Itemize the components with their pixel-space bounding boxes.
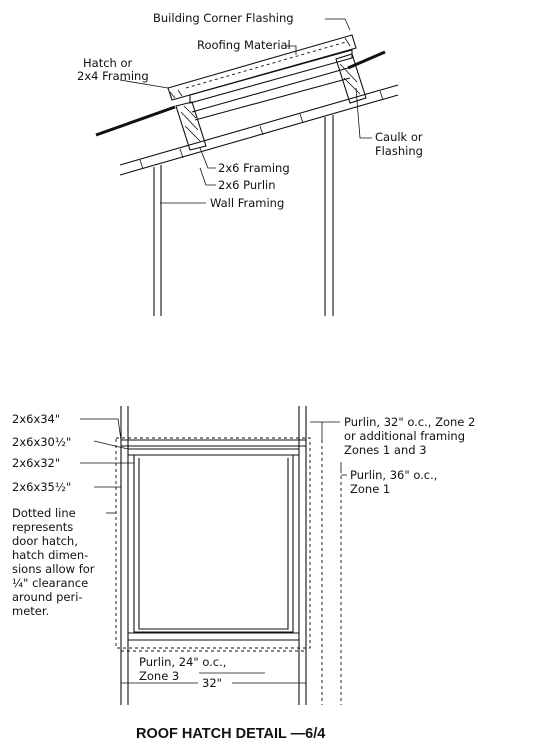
wall-stud-right	[324, 115, 334, 316]
label-hatch-or: Hatch or	[83, 56, 133, 70]
label-purlin-32oc: Purlin, 32" o.c., Zone 2	[344, 415, 475, 429]
label-dimension-32: 32"	[202, 676, 222, 690]
lid-texture	[169, 37, 351, 99]
leader-2x6-purlin	[199, 167, 216, 186]
leader-caulk	[355, 87, 372, 139]
roofing-material-line	[185, 41, 347, 89]
label-purlin-24oc: Purlin, 24" o.c.,	[139, 655, 226, 669]
hatch-lid	[167, 34, 357, 101]
joist-left	[120, 406, 129, 705]
leader-l2	[93, 440, 129, 450]
label-2x4-framing: 2x4 Framing	[77, 69, 149, 83]
leader-2x6-framing	[199, 147, 216, 169]
framing-left-hatch	[180, 105, 201, 142]
rafter-hatching	[139, 90, 384, 170]
note-line-8: meter.	[12, 604, 49, 618]
label-2x6x30-5: 2x6x30½"	[12, 435, 71, 449]
header-30-5	[128, 448, 299, 456]
plan-view: 2x6x34" 2x6x30½" 2x6x32" 2x6x35½" Dotted…	[12, 406, 475, 705]
leader-hatch	[119, 79, 169, 89]
hatch-body	[189, 49, 353, 104]
leader-roofing-material	[286, 45, 297, 55]
note-line-4: hatch dimen-	[12, 548, 88, 562]
label-zones-1-3: Zones 1 and 3	[344, 443, 427, 457]
note-line-6: ¼" clearance	[12, 576, 88, 590]
rafter-lower	[119, 94, 399, 176]
dimension-32	[120, 678, 307, 688]
opening-frame-inner	[138, 458, 289, 630]
label-building-corner-flashing: Building Corner Flashing	[153, 11, 294, 25]
note-line-5: sions allow for	[12, 562, 95, 576]
rafter-upper	[119, 84, 399, 166]
label-2x6x34: 2x6x34"	[12, 412, 60, 426]
joist-right	[298, 406, 307, 705]
roof-deck	[95, 105, 176, 137]
section-view: Building Corner Flashing Roofing Materia…	[77, 11, 423, 316]
label-flashing: Flashing	[375, 144, 423, 158]
label-zone-3: Zone 3	[139, 669, 179, 683]
label-2x6x35-5: 2x6x35½"	[12, 480, 71, 494]
framing-right	[335, 53, 367, 104]
note-line-2: represents	[12, 520, 73, 534]
header-bottom	[128, 632, 299, 641]
label-purlin-36oc: Purlin, 36" o.c.,	[350, 468, 437, 482]
label-2x6x32: 2x6x32"	[12, 456, 60, 470]
framing-right-hatch	[339, 63, 361, 95]
label-additional-framing: or additional framing	[344, 429, 465, 443]
header-34	[121, 439, 306, 447]
framing-left	[175, 101, 207, 151]
leader-l1	[80, 418, 122, 441]
label-roofing-material: Roofing Material	[197, 38, 291, 52]
label-2x6-framing: 2x6 Framing	[218, 161, 290, 175]
wall-stud-left	[153, 165, 162, 316]
note-line-3: door hatch,	[12, 534, 78, 548]
hatch-inner	[191, 67, 351, 121]
opening-frame	[133, 455, 294, 633]
label-caulk-or: Caulk or	[375, 130, 423, 144]
leader-r2	[340, 462, 347, 476]
note-line-1: Dotted line	[12, 506, 76, 520]
roof-deck-right	[347, 50, 386, 70]
note-line-7: around peri-	[12, 590, 83, 604]
leader-building-flashing	[325, 18, 351, 31]
figure-caption: ROOF HATCH DETAIL —6/4	[136, 726, 325, 742]
label-2x6-purlin: 2x6 Purlin	[218, 178, 276, 192]
hatch-dotted-outline	[115, 437, 311, 649]
leader-r1	[310, 421, 340, 440]
label-zone-1: Zone 1	[350, 482, 390, 496]
label-wall-framing: Wall Framing	[210, 196, 284, 210]
